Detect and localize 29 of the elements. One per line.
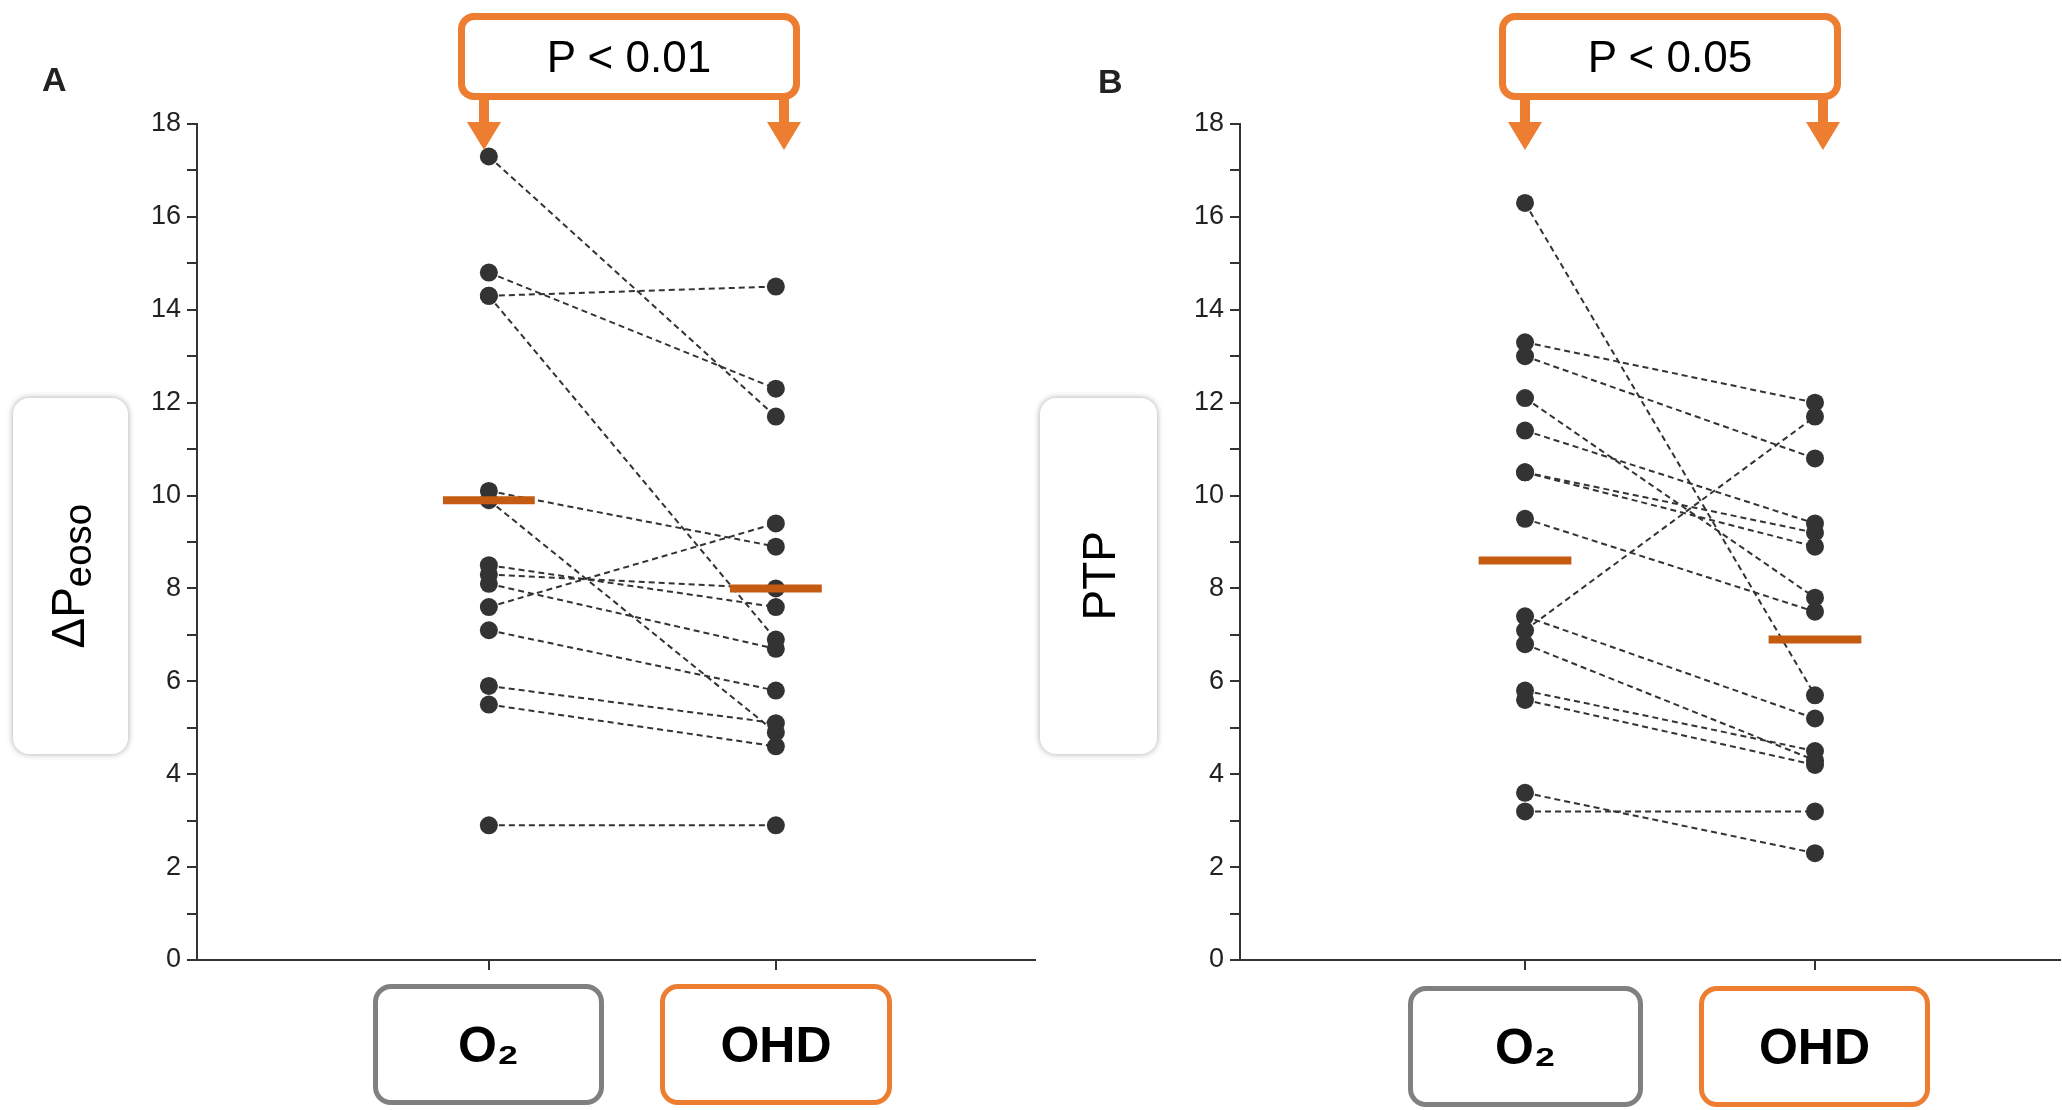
y-axis-title: PTP [1071,531,1126,621]
y-tick-label: 12 [1193,386,1224,417]
y-tick-label: 4 [165,757,181,788]
y-tick-label: 2 [1208,850,1224,881]
y-tick-label: 6 [165,664,181,695]
y-tick-label: 10 [150,479,181,510]
y-tick-label: 8 [1208,571,1224,602]
text: P < 0.01 [458,13,800,100]
y-tick-label: 14 [150,293,181,324]
x-tick-label: OHD [1699,986,1930,1107]
y-tick-label: 0 [1208,943,1224,974]
y-tick-label: 16 [150,200,181,231]
y-tick-label: 14 [1193,293,1224,324]
y-tick-label: 16 [1193,200,1224,231]
y-tick-label: 6 [1208,664,1224,695]
y-tick-label: 18 [150,107,181,138]
y-tick-label: 18 [1193,107,1224,138]
x-tick-label: OHD [660,984,892,1105]
y-tick-label: 2 [165,850,181,881]
chart-title: A [42,60,67,99]
y-tick-label: 4 [1208,757,1224,788]
chart-title: B [1098,62,1123,101]
x-tick-label: O₂ [373,984,604,1105]
y-tick-label: 0 [165,943,181,974]
x-tick-label: O₂ [1408,986,1643,1107]
y-tick-label: 12 [150,386,181,417]
y-tick-label: 10 [1193,479,1224,510]
y-tick-label: 8 [165,571,181,602]
text: P < 0.05 [1499,13,1841,100]
